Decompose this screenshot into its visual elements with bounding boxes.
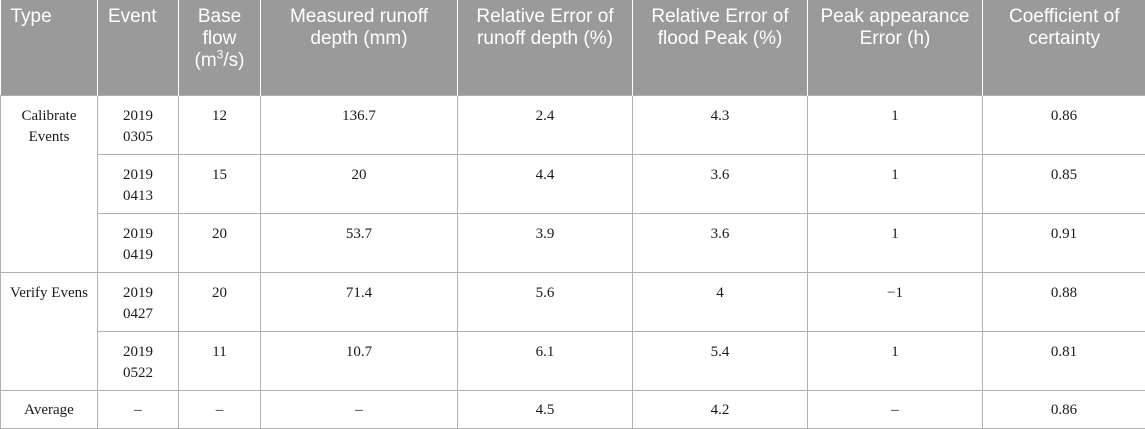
base-flow-cell: 20 xyxy=(178,271,261,332)
measured-cell: 20 xyxy=(260,153,458,214)
average-peak-err: – xyxy=(807,389,983,429)
group-verify: Verify Evens xyxy=(0,271,98,391)
coef-cell: 0.88 xyxy=(982,271,1145,332)
header-row: Type Event Base flow (m3/s) Measured run… xyxy=(0,0,1145,95)
peak-err-cell: −1 xyxy=(807,271,983,332)
base-flow-cell: 15 xyxy=(178,153,261,214)
coef-cell: 0.85 xyxy=(982,153,1145,214)
rel-depth-cell: 4.4 xyxy=(457,153,633,214)
event-cell: 2019 0522 xyxy=(97,330,179,391)
header-event: Event xyxy=(97,0,179,95)
event-year: 2019 xyxy=(123,166,153,183)
measured-cell: 136.7 xyxy=(260,94,458,155)
event-cell: 2019 0427 xyxy=(97,271,179,332)
peak-err-cell: 1 xyxy=(807,212,983,273)
coef-cell: 0.86 xyxy=(982,94,1145,155)
average-measured: – xyxy=(260,389,458,429)
coef-cell: 0.81 xyxy=(982,330,1145,391)
event-date: 0413 xyxy=(123,187,153,204)
event-year: 2019 xyxy=(123,284,153,301)
header-rel-err-peak: Relative Error of flood Peak (%) xyxy=(632,0,808,95)
average-rel-depth: 4.5 xyxy=(457,389,633,429)
rel-depth-cell: 2.4 xyxy=(457,94,633,155)
event-cell: 2019 0305 xyxy=(97,94,179,155)
table-row: 2019 0522 11 10.7 6.1 5.4 1 0.81 xyxy=(1,330,1145,391)
header-peak-time-err: Peak appearance Error (h) xyxy=(807,0,983,95)
average-coef: 0.86 xyxy=(982,389,1145,429)
event-date: 0522 xyxy=(123,364,153,381)
header-coefficient: Coefficient of certainty xyxy=(982,0,1145,95)
rel-peak-cell: 3.6 xyxy=(632,212,808,273)
rel-depth-cell: 6.1 xyxy=(457,330,633,391)
table-row: Calibrate Events 2019 0305 12 136.7 2.4 4… xyxy=(0,94,1145,273)
event-year: 2019 xyxy=(123,225,153,242)
group-calibrate: Calibrate Events xyxy=(0,94,98,273)
rel-peak-cell: 4.3 xyxy=(632,94,808,155)
event-cell: 2019 0413 xyxy=(97,153,179,214)
header-base-flow: Base flow (m3/s) xyxy=(178,0,261,95)
header-rel-err-depth: Relative Error of runoff depth (%) xyxy=(457,0,633,95)
rel-peak-cell: 4 xyxy=(632,271,808,332)
rel-peak-cell: 3.6 xyxy=(632,153,808,214)
header-measured: Measured runoff depth (mm) xyxy=(260,0,458,95)
rel-peak-cell: 5.4 xyxy=(632,330,808,391)
table-header: Type Event Base flow (m3/s) Measured run… xyxy=(0,0,1145,95)
header-base-flow-text: Base flow (m xyxy=(194,6,242,71)
rel-depth-cell: 5.6 xyxy=(457,271,633,332)
peak-err-cell: 1 xyxy=(807,94,983,155)
average-base-flow: – xyxy=(178,389,261,429)
event-date: 0427 xyxy=(123,305,153,322)
coef-cell: 0.91 xyxy=(982,212,1145,273)
table-body: Calibrate Events 2019 0305 12 136.7 2.4 4… xyxy=(0,94,1145,429)
event-year: 2019 xyxy=(123,107,153,124)
base-flow-cell: 11 xyxy=(178,330,261,391)
measured-cell: 10.7 xyxy=(260,330,458,391)
header-base-flow-sup: 3 xyxy=(216,47,224,62)
table-row: 2019 0413 15 20 4.4 3.6 1 0.85 xyxy=(1,153,1145,214)
measured-cell: 71.4 xyxy=(260,271,458,332)
base-flow-cell: 12 xyxy=(178,94,261,155)
rel-depth-cell: 3.9 xyxy=(457,212,633,273)
event-date: 0419 xyxy=(123,246,153,263)
base-flow-cell: 20 xyxy=(178,212,261,273)
average-row: Average – – – 4.5 4.2 – 0.86 xyxy=(0,389,1145,429)
average-rel-peak: 4.2 xyxy=(632,389,808,429)
average-event: – xyxy=(97,389,179,429)
average-label: Average xyxy=(0,389,98,429)
event-date: 0305 xyxy=(123,128,153,145)
header-base-flow-unit: /s) xyxy=(223,50,245,71)
event-cell: 2019 0419 xyxy=(97,212,179,273)
event-year: 2019 xyxy=(123,343,153,360)
measured-cell: 53.7 xyxy=(260,212,458,273)
peak-err-cell: 1 xyxy=(807,153,983,214)
header-type: Type xyxy=(0,0,98,95)
peak-err-cell: 1 xyxy=(807,330,983,391)
table-row: 2019 0419 20 53.7 3.9 3.6 1 0.91 xyxy=(1,212,1145,273)
table-row: Verify Evens 2019 0427 20 71.4 5.6 4 −1 0… xyxy=(0,271,1145,391)
